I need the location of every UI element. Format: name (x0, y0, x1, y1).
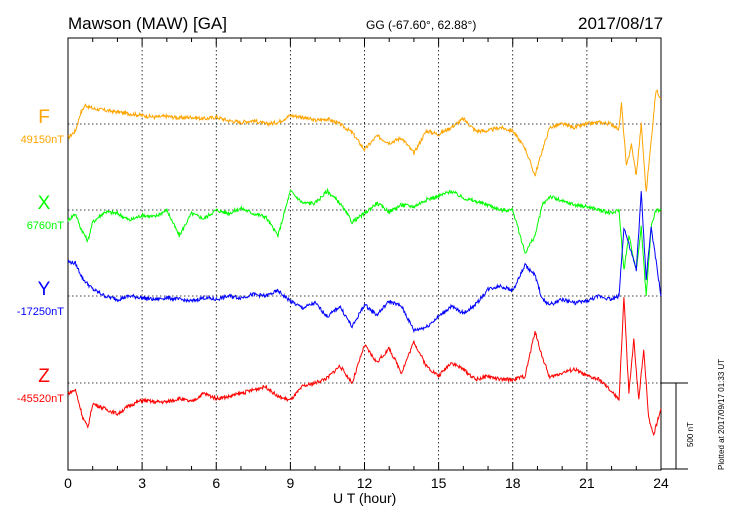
date-label: 2017/08/17 (578, 14, 663, 33)
component-z-label: Z (38, 366, 50, 387)
trace-y (67, 191, 662, 334)
x-axis: 0 3 6 9 12 15 18 21 24 (64, 38, 669, 491)
component-x-label: X (38, 193, 51, 214)
plotted-at-note: Plotted at 2017/09/17 01:33 UT (717, 359, 726, 470)
x-tick-label: 6 (212, 475, 220, 491)
scale-bar: 500 nT (661, 382, 695, 470)
x-tick-label: 12 (357, 475, 373, 491)
trace-x (67, 187, 662, 297)
scale-bar-label: 500 nT (686, 422, 695, 447)
component-y-label: Y (38, 279, 51, 300)
component-labels: F 49150nT X 6760nT Y -17250nT Z -45520nT (17, 107, 64, 405)
x-tick-label: 3 (138, 475, 146, 491)
component-z-baseline: -45520nT (17, 393, 64, 405)
x-axis-label: U T (hour) (333, 490, 396, 506)
x-tick-label: 18 (505, 475, 521, 491)
station-title: Mawson (MAW) [GA] (68, 14, 227, 33)
x-tick-label: 21 (579, 475, 595, 491)
x-tick-label: 9 (286, 475, 294, 491)
trace-f (67, 89, 662, 192)
component-y-baseline: -17250nT (17, 306, 64, 318)
x-tick-label: 0 (64, 475, 72, 491)
x-tick-label: 24 (653, 475, 669, 491)
component-x-baseline: 6760nT (27, 220, 65, 232)
grid (68, 38, 661, 470)
trace-z (67, 297, 662, 437)
component-f-label: F (38, 107, 50, 128)
traces (67, 89, 662, 437)
component-f-baseline: 49150nT (21, 134, 65, 146)
x-tick-label: 15 (431, 475, 447, 491)
coords-label: GG (-67.60°, 62.88°) (366, 18, 476, 32)
